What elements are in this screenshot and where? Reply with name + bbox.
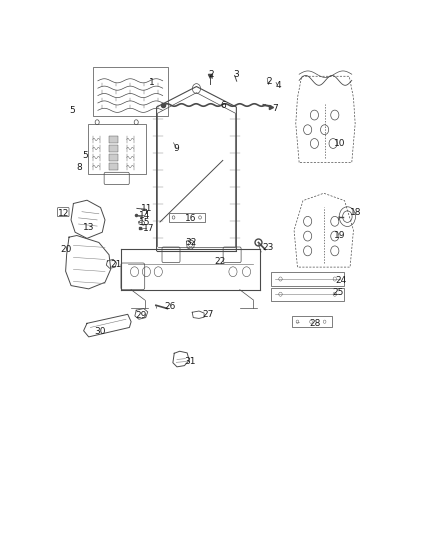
FancyBboxPatch shape bbox=[109, 163, 117, 170]
Text: 30: 30 bbox=[95, 327, 106, 336]
Text: 3: 3 bbox=[233, 70, 239, 79]
Text: 9: 9 bbox=[173, 143, 179, 152]
Text: 28: 28 bbox=[309, 319, 321, 328]
Text: 10: 10 bbox=[334, 140, 346, 149]
Text: 20: 20 bbox=[60, 245, 72, 254]
Text: 25: 25 bbox=[333, 288, 344, 297]
Text: 1: 1 bbox=[148, 77, 154, 86]
Text: 24: 24 bbox=[336, 276, 347, 285]
Text: 7: 7 bbox=[272, 104, 278, 113]
Text: 18: 18 bbox=[350, 208, 361, 217]
Text: 5: 5 bbox=[82, 151, 88, 160]
Text: 2: 2 bbox=[209, 70, 214, 79]
Text: 2: 2 bbox=[266, 77, 272, 86]
Text: 14: 14 bbox=[139, 211, 150, 220]
FancyBboxPatch shape bbox=[109, 154, 117, 161]
Text: 21: 21 bbox=[111, 260, 122, 269]
Text: 6: 6 bbox=[220, 101, 226, 109]
Text: 16: 16 bbox=[185, 214, 196, 223]
Text: 5: 5 bbox=[70, 106, 75, 115]
FancyBboxPatch shape bbox=[109, 136, 117, 143]
FancyBboxPatch shape bbox=[109, 145, 117, 152]
Text: 11: 11 bbox=[141, 204, 153, 213]
Text: 32: 32 bbox=[186, 238, 197, 247]
Text: 22: 22 bbox=[215, 257, 226, 266]
Text: 15: 15 bbox=[139, 218, 151, 227]
Text: 17: 17 bbox=[143, 224, 155, 233]
Text: 12: 12 bbox=[58, 209, 69, 218]
Text: 26: 26 bbox=[165, 302, 176, 311]
Text: 23: 23 bbox=[262, 243, 274, 252]
Text: 8: 8 bbox=[76, 163, 82, 172]
Text: 4: 4 bbox=[276, 81, 282, 90]
Text: 19: 19 bbox=[334, 231, 346, 240]
Text: 27: 27 bbox=[202, 310, 214, 319]
Text: 29: 29 bbox=[136, 311, 147, 320]
Text: 13: 13 bbox=[83, 223, 95, 232]
Text: 31: 31 bbox=[184, 357, 196, 366]
